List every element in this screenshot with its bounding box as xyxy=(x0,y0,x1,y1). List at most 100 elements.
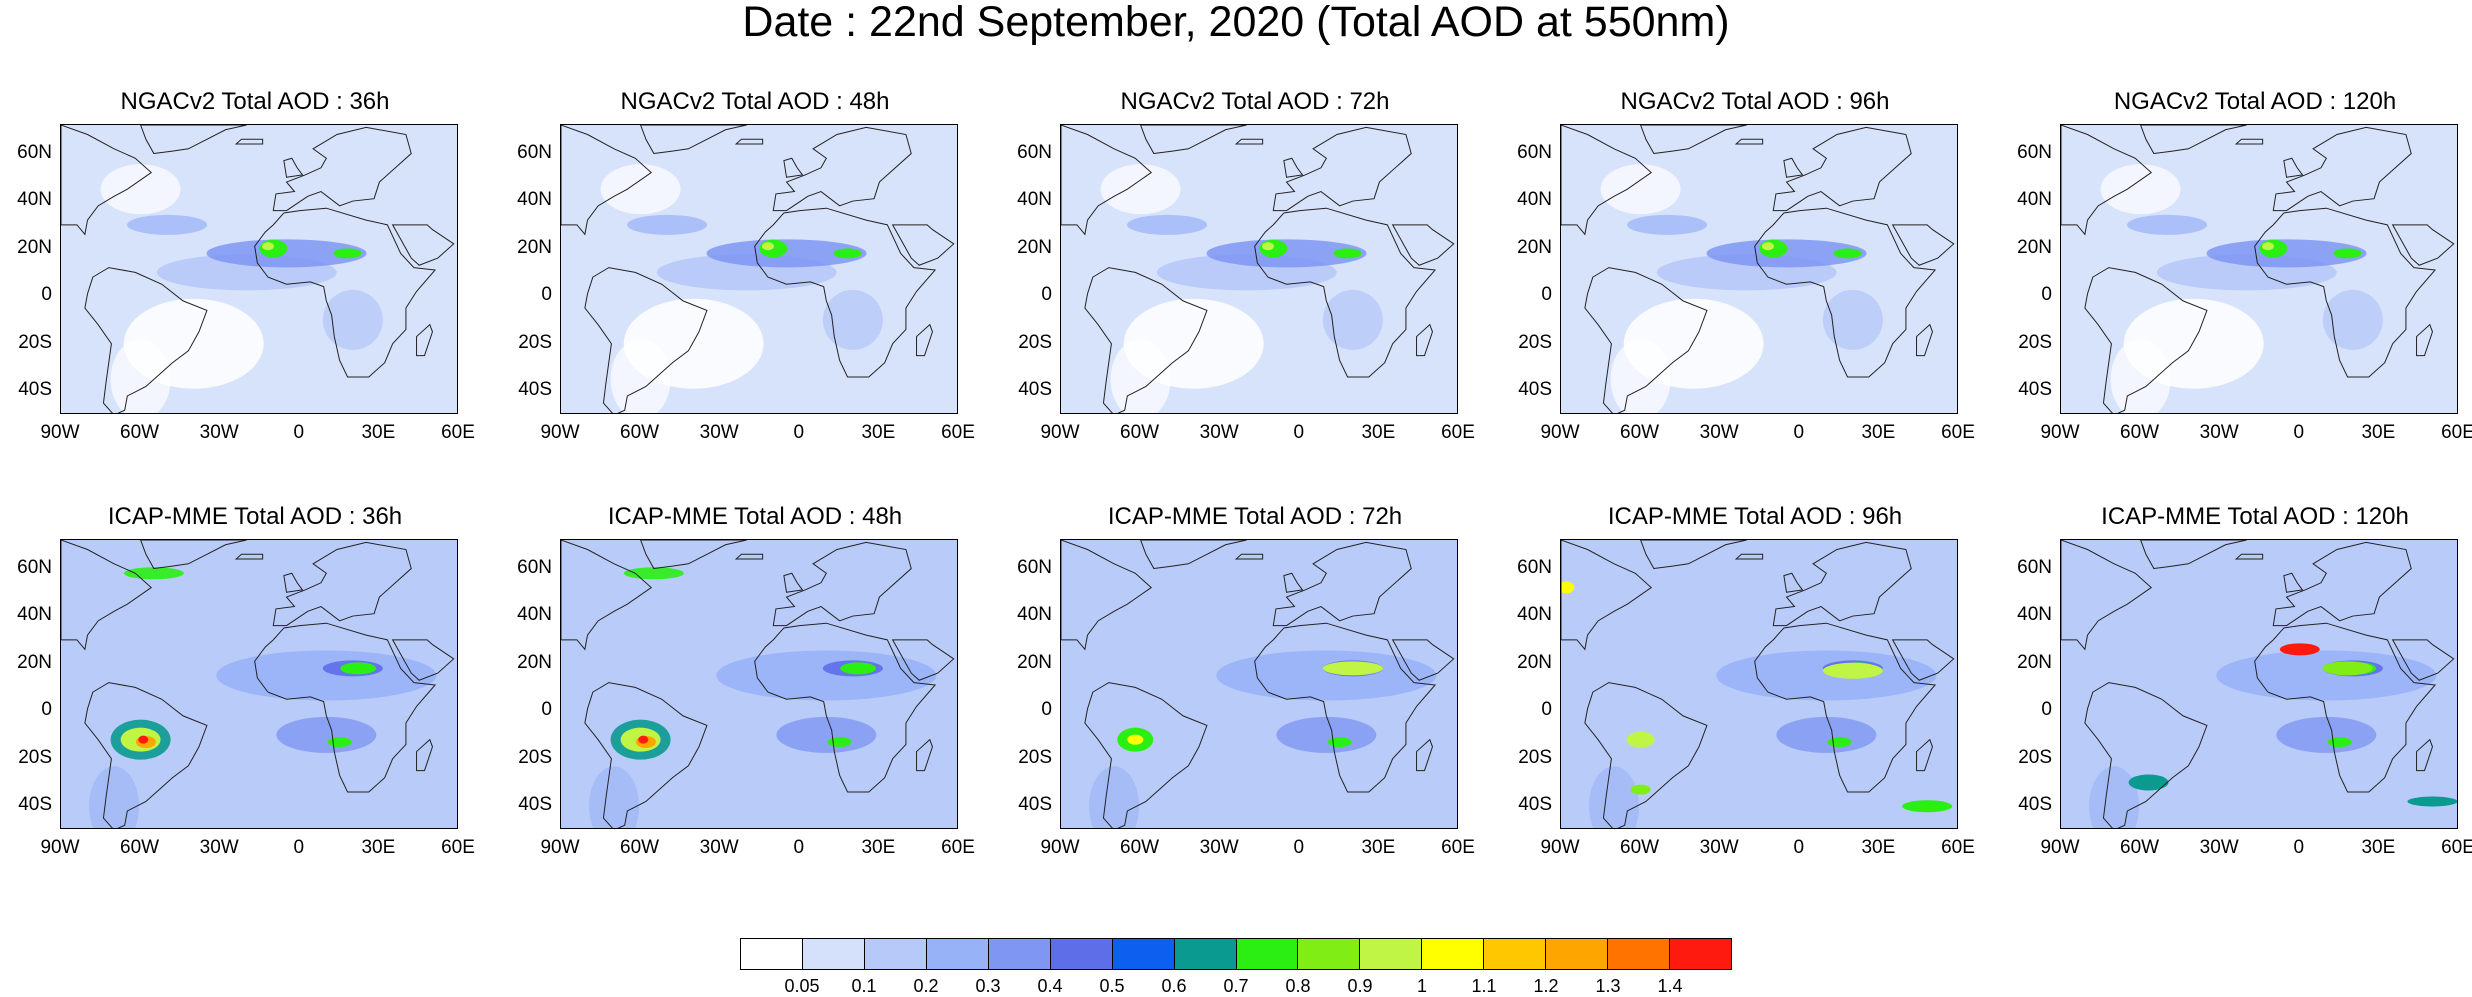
panel-title: ICAP-MME Total AOD : 36h xyxy=(107,503,403,530)
colorbar-label: 0.8 xyxy=(1285,976,1311,996)
aod-field xyxy=(1561,540,1955,828)
panel-title: NGACv2 Total AOD : 48h xyxy=(620,88,890,115)
lon-tick-label: 30W xyxy=(199,422,239,443)
lon-tick-label: 60W xyxy=(120,422,160,443)
colorbar-label: 0.5 xyxy=(1099,976,1125,996)
colorbar xyxy=(740,938,1732,970)
lon-tick-label: 30E xyxy=(361,422,396,443)
lon-tick-label: 30W xyxy=(2199,422,2239,443)
lon-tick-label: 60W xyxy=(2120,837,2160,858)
lat-tick-label: 40N xyxy=(17,189,52,211)
lon-tick-label: 30W xyxy=(1699,837,1739,858)
lon-tick-label: 60W xyxy=(1120,422,1160,443)
lat-tick-label: 20N xyxy=(2017,651,2052,673)
lat-tick-label: 40S xyxy=(2018,379,2052,401)
colorbar-swatch xyxy=(1298,939,1361,969)
lon-tick-label: 0 xyxy=(1293,837,1305,858)
lon-tick-label: 0 xyxy=(293,422,305,443)
lon-tick-label: 90W xyxy=(40,422,80,443)
colorbar-label: 0.9 xyxy=(1347,976,1373,996)
lat-tick-label: 60N xyxy=(517,141,552,163)
colorbar-swatch xyxy=(988,939,1051,969)
lat-tick-label: 40N xyxy=(1017,604,1052,626)
lon-tick-label: 0 xyxy=(2293,837,2305,858)
lon-tick-label: 30E xyxy=(1361,837,1396,858)
colorbar-swatch xyxy=(1236,939,1299,969)
colorbar-swatch xyxy=(1484,939,1547,969)
lat-tick-label: 20N xyxy=(1017,236,1052,258)
lon-tick-label: 30E xyxy=(2361,422,2396,443)
lon-tick-label: 30W xyxy=(1199,837,1239,858)
lat-tick-label: 20S xyxy=(1518,746,1552,768)
lon-tick-label: 60E xyxy=(941,837,975,858)
lat-tick-label: 20N xyxy=(1017,651,1052,673)
lat-tick-label: 20N xyxy=(517,651,552,673)
colorbar-swatch xyxy=(926,939,989,969)
lat-tick-label: 40S xyxy=(2018,794,2052,816)
lat-tick-label: 40S xyxy=(1518,794,1552,816)
lat-tick-label: 40S xyxy=(1018,379,1052,401)
panel-title: ICAP-MME Total AOD : 48h xyxy=(607,503,903,530)
lat-tick-label: 0 xyxy=(2041,699,2052,721)
lon-tick-label: 90W xyxy=(1540,422,1580,443)
lon-tick-label: 30W xyxy=(2199,837,2239,858)
lon-tick-label: 60E xyxy=(2441,422,2472,443)
colorbar-label: 0.05 xyxy=(784,976,820,996)
lon-tick-label: 30E xyxy=(861,837,896,858)
lat-tick-label: 20S xyxy=(1018,746,1052,768)
lon-tick-label: 0 xyxy=(1793,837,1805,858)
map-panel: NGACv2 Total AOD : 36h 60N 40N 20N 0 20S 40S 90… xyxy=(0,88,500,568)
lon-tick-label: 0 xyxy=(793,422,805,443)
lat-tick-label: 40S xyxy=(1518,379,1552,401)
panel-title: ICAP-MME Total AOD : 96h xyxy=(1607,503,1903,530)
lat-tick-label: 20N xyxy=(1517,651,1552,673)
lat-tick-label: 40N xyxy=(2017,189,2052,211)
lat-tick-label: 40N xyxy=(517,604,552,626)
lon-tick-label: 0 xyxy=(1793,422,1805,443)
lat-tick-label: 0 xyxy=(41,699,52,721)
lat-tick-label: 40S xyxy=(518,379,552,401)
lon-tick-label: 30W xyxy=(699,422,739,443)
lat-tick-label: 40S xyxy=(1018,794,1052,816)
colorbar-swatch xyxy=(1360,939,1423,969)
colorbar-label: 1.3 xyxy=(1595,976,1621,996)
aod-field xyxy=(1561,125,1955,413)
lon-tick-label: 60W xyxy=(1620,422,1660,443)
map-panel: NGACv2 Total AOD : 72h 60N 40N 20N 0 20S 40S 90… xyxy=(1000,88,1500,568)
lat-tick-label: 60N xyxy=(2017,141,2052,163)
aod-field xyxy=(61,125,455,413)
colorbar-swatch xyxy=(1670,939,1731,969)
panel-title: ICAP-MME Total AOD : 120h xyxy=(2101,503,2409,530)
lat-tick-label: 40S xyxy=(18,379,52,401)
lat-tick-label: 20S xyxy=(2018,746,2052,768)
lon-tick-label: 60W xyxy=(620,837,660,858)
panel-title: NGACv2 Total AOD : 120h xyxy=(2113,88,2397,115)
aod-field xyxy=(561,125,955,413)
map-panel: NGACv2 Total AOD : 48h 60N 40N 20N 0 20S 40S 90… xyxy=(500,88,1000,568)
lon-tick-label: 60E xyxy=(1441,422,1475,443)
map-plot-area xyxy=(1060,539,1458,829)
lat-tick-label: 40N xyxy=(1517,189,1552,211)
colorbar-label: 1.2 xyxy=(1533,976,1559,996)
colorbar-label: 0.4 xyxy=(1037,976,1063,996)
lon-tick-label: 0 xyxy=(293,837,305,858)
colorbar-swatch xyxy=(1050,939,1113,969)
lat-tick-label: 20N xyxy=(17,651,52,673)
lon-tick-label: 0 xyxy=(1293,422,1305,443)
colorbar-swatch xyxy=(1112,939,1175,969)
lat-tick-label: 20N xyxy=(2017,236,2052,258)
lon-tick-label: 90W xyxy=(1040,422,1080,443)
aod-field xyxy=(2061,540,2457,828)
lat-tick-label: 20N xyxy=(517,236,552,258)
aod-field xyxy=(561,540,955,828)
lat-tick-label: 40N xyxy=(1517,604,1552,626)
lon-tick-label: 30E xyxy=(1861,837,1896,858)
map-panel: NGACv2 Total AOD : 96h 60N 40N 20N 0 20S 40S 90… xyxy=(1500,88,2000,568)
lat-tick-label: 60N xyxy=(517,556,552,578)
lat-tick-label: 0 xyxy=(41,284,52,306)
lat-tick-label: 0 xyxy=(541,699,552,721)
lon-tick-label: 90W xyxy=(40,837,80,858)
colorbar-swatch xyxy=(802,939,865,969)
colorbar-label: 0.6 xyxy=(1161,976,1187,996)
map-panel: ICAP-MME Total AOD : 120h 60N 40N 20N 0 20S 40… xyxy=(2000,503,2472,983)
